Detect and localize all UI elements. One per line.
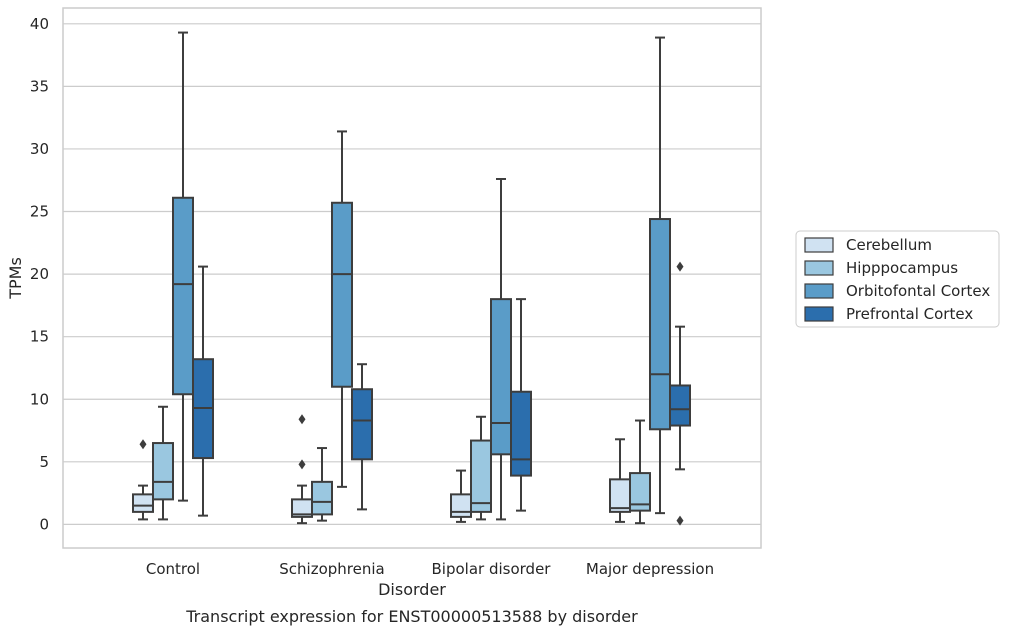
x-tick-label-3: Bipolar disorder	[432, 560, 552, 578]
legend-swatch-orbitofontal-cortex	[804, 283, 834, 299]
box-prefrontal-cortex-2	[351, 363, 373, 511]
legend-swatch-cerebellum	[804, 237, 834, 253]
box-cerebellum-2	[291, 414, 313, 525]
legend-swatch-hipppocampus	[804, 260, 834, 276]
legend-swatch-prefrontal-cortex	[804, 306, 834, 322]
y-tick-labels: 0 5 10 15 20 25 30 35 40	[30, 15, 49, 534]
y-tick-label-10: 10	[30, 390, 49, 408]
box-cerebellum-4	[609, 438, 631, 523]
box-body	[609, 478, 631, 513]
y-tick-label-40: 40	[30, 15, 49, 33]
box-orbitofontal-cortex-3	[490, 177, 512, 521]
box-body	[351, 388, 373, 461]
legend-label-cerebellum: Cerebellum	[846, 236, 932, 254]
box-hipppocampus-2	[311, 447, 333, 522]
box-body	[331, 201, 353, 388]
box-body	[490, 298, 512, 456]
legend-frame	[795, 230, 1000, 328]
y-tick-label-25: 25	[30, 203, 49, 221]
y-tick-label-20: 20	[30, 265, 49, 283]
outlier-point-2	[298, 459, 306, 470]
x-tick-label-1: Control	[146, 560, 200, 578]
x-tick-labels: Control Schizophrenia Bipolar disorder Majo…	[146, 560, 714, 578]
box-body	[629, 472, 651, 512]
outlier-point-2	[676, 515, 684, 526]
box-body	[311, 480, 333, 516]
box-body	[450, 493, 472, 518]
y-tick-label-15: 15	[30, 328, 49, 346]
box-body	[510, 390, 532, 477]
y-tick-label-0: 0	[39, 515, 49, 533]
x-tick-label-2: Schizophrenia	[279, 560, 384, 578]
x-tick-label-4: Major depression	[586, 560, 714, 578]
legend-label-prefrontal-cortex: Prefrontal Cortex	[846, 305, 973, 323]
legend-label-orbitofontal-cortex: Orbitofontal Cortex	[846, 282, 990, 300]
legend-label-hipppocampus: Hipppocampus	[846, 259, 958, 277]
x-axis-label: Disorder	[378, 580, 446, 599]
box-hipppocampus-3	[470, 415, 492, 521]
outlier-point-1	[298, 414, 306, 425]
outlier-point-1	[676, 261, 684, 272]
y-tick-label-30: 30	[30, 140, 49, 158]
box-orbitofontal-cortex-1	[172, 31, 194, 502]
outlier-point-1	[139, 439, 147, 450]
chart-caption: Transcript expression for ENST0000051358…	[185, 607, 638, 626]
plot-frame	[62, 7, 762, 549]
box-body	[470, 439, 492, 513]
box-prefrontal-cortex-3	[510, 298, 532, 512]
box-prefrontal-cortex-4	[669, 261, 691, 526]
box-body	[649, 218, 671, 431]
box-body	[152, 442, 174, 501]
box-body	[132, 493, 154, 513]
box-cerebellum-1	[132, 439, 154, 521]
y-axis-label: TPMs	[6, 257, 25, 300]
y-tick-label-35: 35	[30, 77, 49, 95]
box-body	[669, 384, 691, 427]
box-hipppocampus-4	[629, 419, 651, 525]
box-prefrontal-cortex-1	[192, 265, 214, 517]
legend: Cerebellum Hipppocampus Orbitofontal Corte…	[795, 230, 1000, 328]
box-orbitofontal-cortex-2	[331, 130, 353, 488]
box-hipppocampus-1	[152, 405, 174, 521]
box-orbitofontal-cortex-4	[649, 36, 671, 515]
box-body	[172, 196, 194, 396]
y-tick-label-5: 5	[39, 453, 49, 471]
boxes	[132, 31, 691, 526]
